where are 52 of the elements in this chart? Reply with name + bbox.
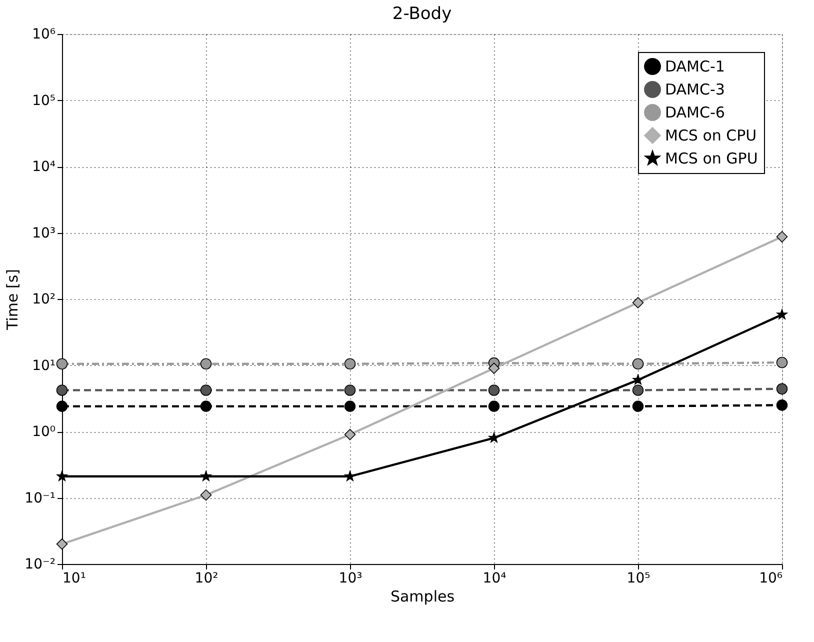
point — [488, 400, 500, 412]
point — [488, 432, 500, 443]
x-axis-title: Samples — [390, 588, 455, 606]
y-axis-title: Time [s] — [4, 269, 22, 331]
point — [488, 384, 500, 396]
point — [776, 400, 788, 411]
x-tick-label: 10⁵ — [626, 570, 650, 586]
y-tick-label: 10⁰ — [32, 424, 56, 440]
point — [56, 538, 68, 550]
point — [200, 400, 212, 412]
legend-label: DAMC-6 — [665, 104, 725, 122]
point — [200, 358, 212, 370]
y-tick-label: 10³ — [32, 225, 56, 242]
point — [344, 400, 356, 412]
y-tick-label: 10⁻¹ — [24, 490, 56, 506]
point — [344, 358, 356, 370]
point — [776, 231, 788, 242]
legend-label: DAMC-1 — [665, 58, 725, 76]
y-tick-label: 10¹ — [32, 358, 56, 374]
x-tick-label: 10⁴ — [482, 570, 507, 586]
y-tick-label: 10⁻² — [24, 556, 56, 572]
legend-label: MCS on CPU — [665, 126, 757, 144]
point — [776, 383, 788, 395]
point — [56, 400, 68, 412]
x-tick-label: 10³ — [338, 570, 362, 586]
point — [344, 470, 356, 482]
point — [344, 428, 356, 440]
y-tick-label: 10⁶ — [32, 26, 56, 42]
point — [632, 297, 644, 308]
x-tick-label: 10² — [194, 570, 218, 586]
point — [632, 358, 644, 370]
point — [632, 374, 644, 385]
point — [200, 384, 212, 396]
point — [488, 362, 500, 374]
point — [56, 358, 68, 370]
x-tick-label: 10⁶ — [759, 570, 783, 586]
point — [632, 384, 644, 396]
point — [200, 470, 212, 482]
y-tick-label: 10⁵ — [32, 92, 56, 109]
point — [56, 470, 68, 482]
point — [56, 384, 68, 396]
point — [776, 309, 788, 320]
point — [632, 400, 644, 412]
point — [776, 356, 788, 368]
legend-label: MCS on GPU — [665, 150, 758, 168]
y-tick-label: 10² — [32, 292, 56, 308]
point — [200, 489, 212, 501]
point — [344, 384, 356, 396]
x-tick-label: 10¹ — [62, 570, 86, 586]
chart-title: 2-Body — [392, 4, 452, 24]
legend-label: DAMC-3 — [665, 80, 725, 98]
y-tick-label: 10⁴ — [32, 159, 56, 175]
